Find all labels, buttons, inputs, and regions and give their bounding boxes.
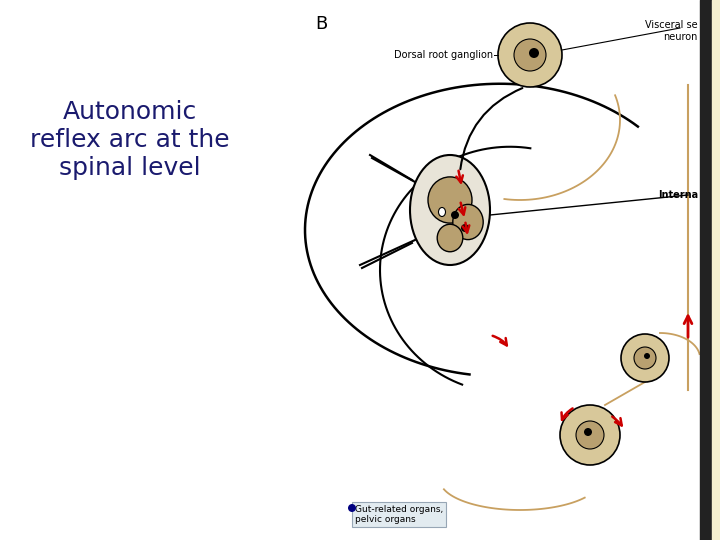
Ellipse shape: [438, 207, 446, 217]
Text: Visceral se
neuron: Visceral se neuron: [645, 20, 698, 42]
Circle shape: [461, 224, 469, 232]
Text: B: B: [315, 15, 328, 33]
Text: Autonomic
reflex arc at the
spinal level: Autonomic reflex arc at the spinal level: [30, 100, 230, 180]
Circle shape: [584, 428, 592, 436]
Circle shape: [498, 23, 562, 87]
Ellipse shape: [428, 177, 472, 223]
Circle shape: [634, 347, 656, 369]
Circle shape: [348, 504, 356, 512]
Circle shape: [621, 334, 669, 382]
Circle shape: [560, 405, 620, 465]
Circle shape: [644, 353, 650, 359]
Circle shape: [451, 211, 459, 219]
Circle shape: [529, 48, 539, 58]
Ellipse shape: [437, 224, 463, 252]
Circle shape: [514, 39, 546, 71]
Text: Gut-related organs,
pelvic organs: Gut-related organs, pelvic organs: [355, 505, 444, 524]
Circle shape: [576, 421, 604, 449]
Ellipse shape: [410, 155, 490, 265]
Text: Interna: Interna: [658, 190, 698, 200]
Ellipse shape: [453, 205, 483, 240]
Text: Dorsal root ganglion: Dorsal root ganglion: [394, 50, 493, 60]
